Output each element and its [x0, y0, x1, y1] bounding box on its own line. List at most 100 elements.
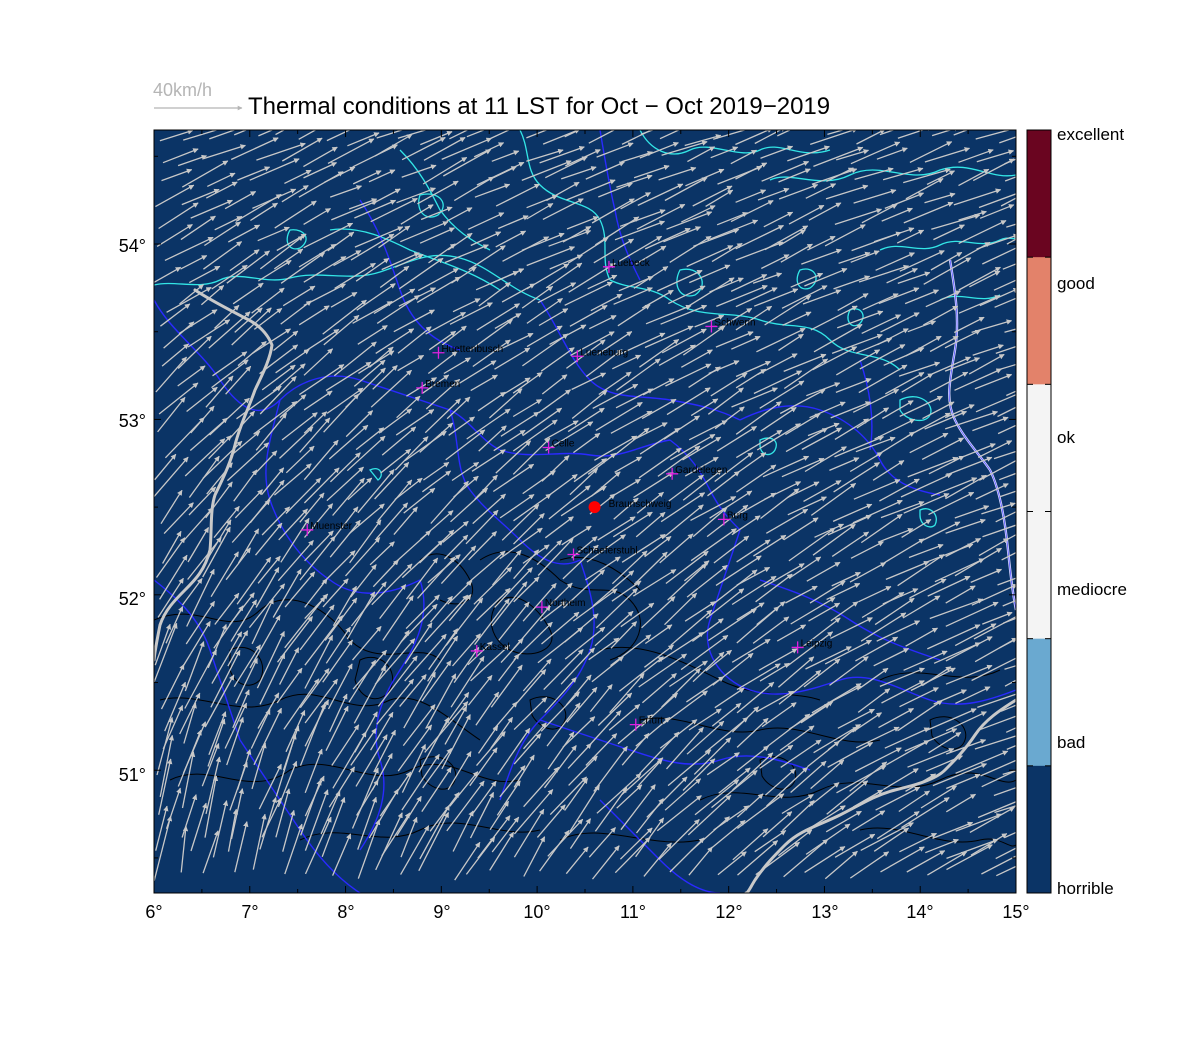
wind-arrow [735, 305, 773, 331]
wind-arrow [945, 636, 993, 662]
wind-arrow [945, 585, 976, 604]
wind-arrow [668, 285, 706, 305]
wind-arrow [161, 343, 190, 367]
wind-arrow [326, 130, 360, 142]
wind-arrow [902, 595, 941, 619]
wind-arrow [256, 142, 306, 161]
wind-arrow [397, 354, 425, 372]
wind-arrow [736, 464, 777, 493]
wind-arrow [283, 678, 320, 730]
wind-arrow [323, 393, 360, 433]
wind-arrow [958, 168, 990, 187]
wind-arrow [478, 281, 511, 307]
wind-arrow [907, 747, 955, 768]
wind-arrow [850, 250, 880, 263]
wind-arrow [786, 631, 834, 667]
wind-arrow [905, 627, 938, 647]
wind-arrow [589, 684, 613, 713]
wind-arrow [979, 204, 1015, 219]
wind-arrow [393, 309, 435, 333]
wind-arrow [380, 448, 412, 474]
y-tick-51: 51° [118, 765, 146, 785]
wind-arrow [827, 741, 874, 768]
wind-arrow [837, 708, 875, 729]
wind-arrow [237, 166, 271, 181]
wind-arrow [690, 398, 719, 417]
wind-arrow [883, 347, 925, 366]
wind-arrow [569, 468, 599, 496]
wind-arrow [226, 442, 270, 482]
wind-arrow [944, 410, 999, 430]
wind-arrow [958, 210, 987, 221]
wind-arrow [735, 224, 784, 250]
wind-arrow [523, 722, 547, 750]
wind-arrow [805, 183, 837, 199]
wind-arrow [155, 537, 186, 578]
wind-arrow [945, 711, 987, 732]
wind-arrow [832, 503, 873, 522]
wind-arrow [164, 417, 205, 459]
wind-arrow [260, 467, 285, 496]
wind-arrow [953, 130, 969, 136]
wind-arrow [835, 349, 881, 376]
wind-arrow [419, 422, 454, 453]
wind-arrow [616, 358, 661, 391]
wind-arrow [636, 422, 668, 439]
wind-arrow [859, 344, 906, 370]
wind-arrow [897, 699, 943, 732]
wind-arrow [812, 346, 858, 371]
wind-arrow [468, 245, 506, 271]
wind-arrow [208, 435, 232, 460]
wind-arrow [234, 307, 263, 333]
wind-arrow [209, 130, 237, 140]
wind-arrow [597, 516, 636, 541]
wind-arrow [521, 160, 572, 182]
wind-arrow [325, 361, 372, 392]
wind-arrow [513, 493, 552, 522]
wind-arrow [736, 606, 780, 644]
wind-arrow [661, 328, 707, 354]
wind-arrow [207, 172, 236, 187]
wind-arrow [945, 474, 987, 500]
wind-arrow [588, 130, 616, 144]
borders [154, 130, 1016, 893]
wind-arrow [644, 325, 694, 349]
wind-arrow [944, 329, 981, 349]
wind-arrow [736, 745, 770, 772]
wind-arrow [393, 506, 418, 536]
wind-arrow [164, 681, 186, 732]
wind-arrow [763, 563, 805, 588]
wind-arrow [322, 639, 354, 683]
wind-arrow [417, 180, 459, 205]
wind-arrow [931, 213, 981, 230]
wind-arrow [1000, 704, 1016, 712]
wind-arrow [994, 297, 1016, 308]
wind-arrow [972, 158, 1015, 182]
wind-arrow [667, 749, 712, 787]
wind-arrow [251, 598, 274, 645]
wind-arrow [855, 636, 899, 662]
wind-arrow [593, 745, 628, 792]
wind-arrow [975, 393, 1016, 413]
wind-arrow [392, 530, 432, 565]
wind-arrow [187, 527, 210, 563]
wind-arrow [325, 705, 349, 751]
wind-arrow [690, 528, 737, 562]
wind-arrow [323, 314, 360, 346]
wind-arrow [982, 524, 1016, 538]
wind-arrow [835, 378, 872, 394]
wind-arrow [876, 620, 921, 642]
wind-arrow [561, 525, 592, 546]
wind-arrow [586, 710, 622, 748]
wind-arrow [284, 571, 316, 608]
wind-arrow [494, 567, 533, 608]
wind-arrow [617, 332, 666, 356]
wind-arrow [780, 739, 822, 768]
wind-arrow [731, 638, 771, 663]
wind-arrow [154, 266, 182, 283]
wind-arrow [416, 276, 461, 303]
wind-arrow [299, 535, 336, 581]
wind-arrow [177, 335, 212, 369]
wind-arrow [736, 602, 765, 621]
